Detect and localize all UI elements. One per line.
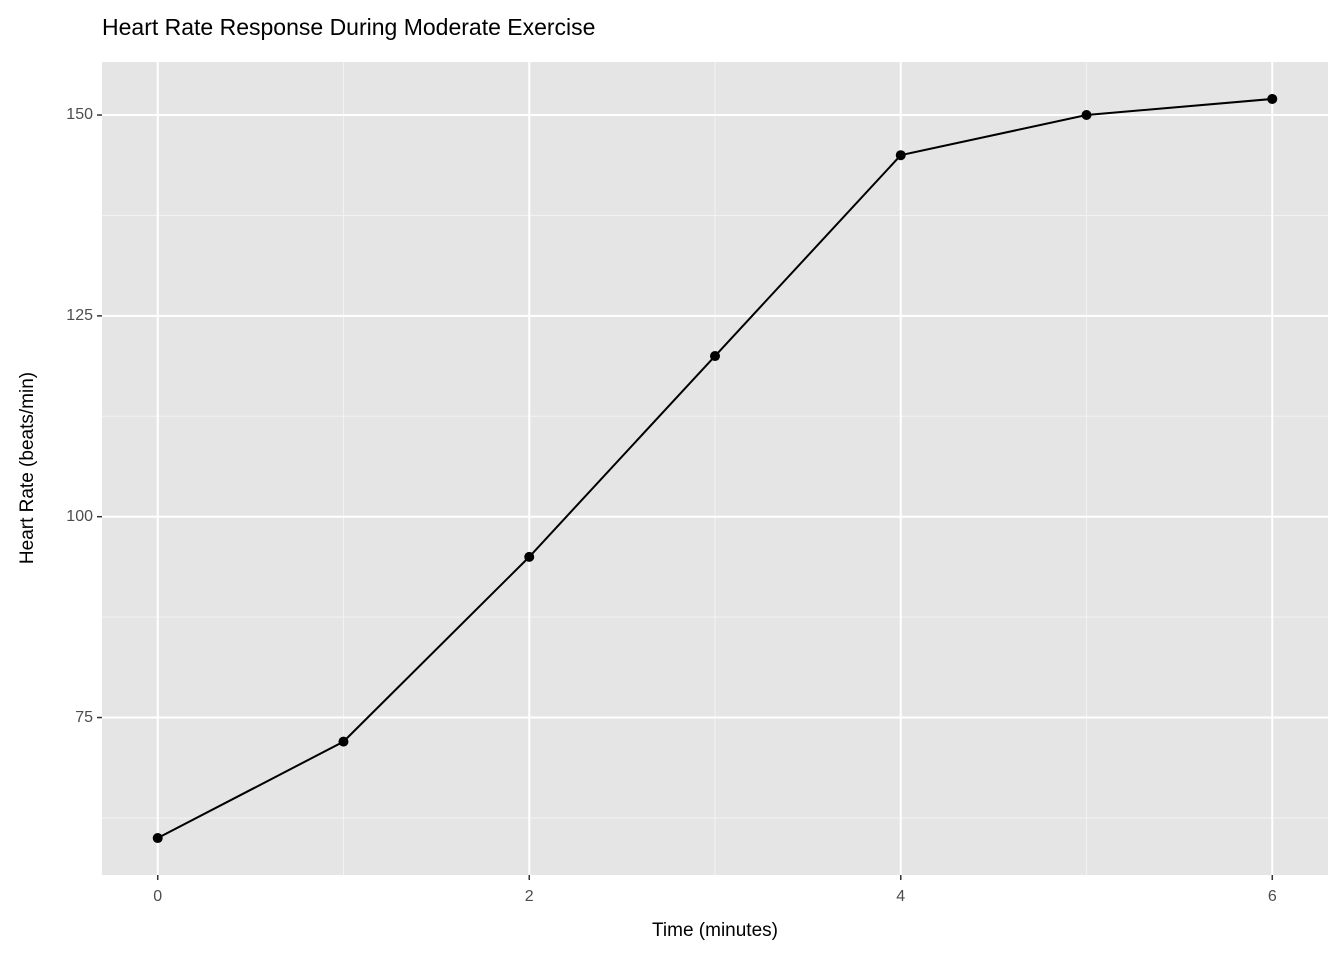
x-tick-label: 2 [525, 888, 534, 905]
point [895, 150, 906, 161]
point [1081, 110, 1092, 121]
y-tick-label: 100 [66, 508, 93, 525]
x-tick-label: 4 [896, 888, 905, 905]
x-tick-label: 0 [153, 888, 162, 905]
point [152, 833, 163, 844]
x-axis-title: Time (minutes) [652, 920, 778, 941]
point [1267, 93, 1278, 104]
chart-title: Heart Rate Response During Moderate Exer… [102, 14, 595, 40]
point [710, 351, 720, 362]
y-tick-label: 125 [66, 307, 93, 324]
y-tick-label: 150 [66, 106, 93, 123]
x-tick-label: 6 [1268, 888, 1277, 905]
y-tick-label: 75 [75, 709, 93, 726]
point [338, 736, 349, 747]
point [524, 551, 535, 562]
y-axis-title: Heart Rate (beats/min) [17, 372, 38, 564]
